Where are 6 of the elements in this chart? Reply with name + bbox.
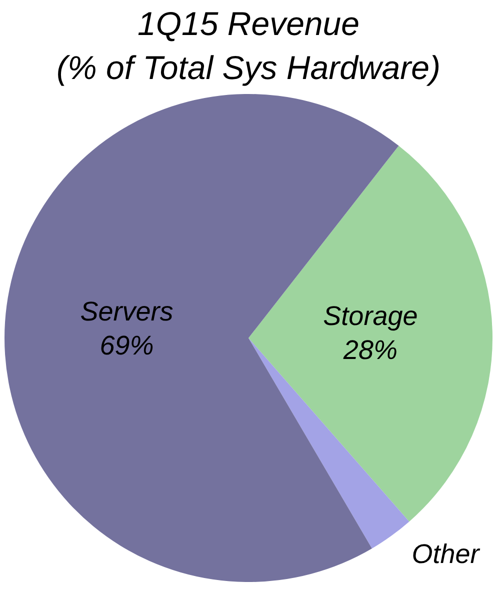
data-label: 28%	[342, 335, 398, 366]
slice-label: Servers	[80, 296, 174, 326]
slice-label: Storage	[323, 301, 418, 332]
chart-title: 1Q15 Revenue (% of Total Sys Hardware)	[56, 4, 442, 88]
slice-label: Other	[412, 539, 480, 570]
data-label: 69%	[100, 330, 154, 360]
